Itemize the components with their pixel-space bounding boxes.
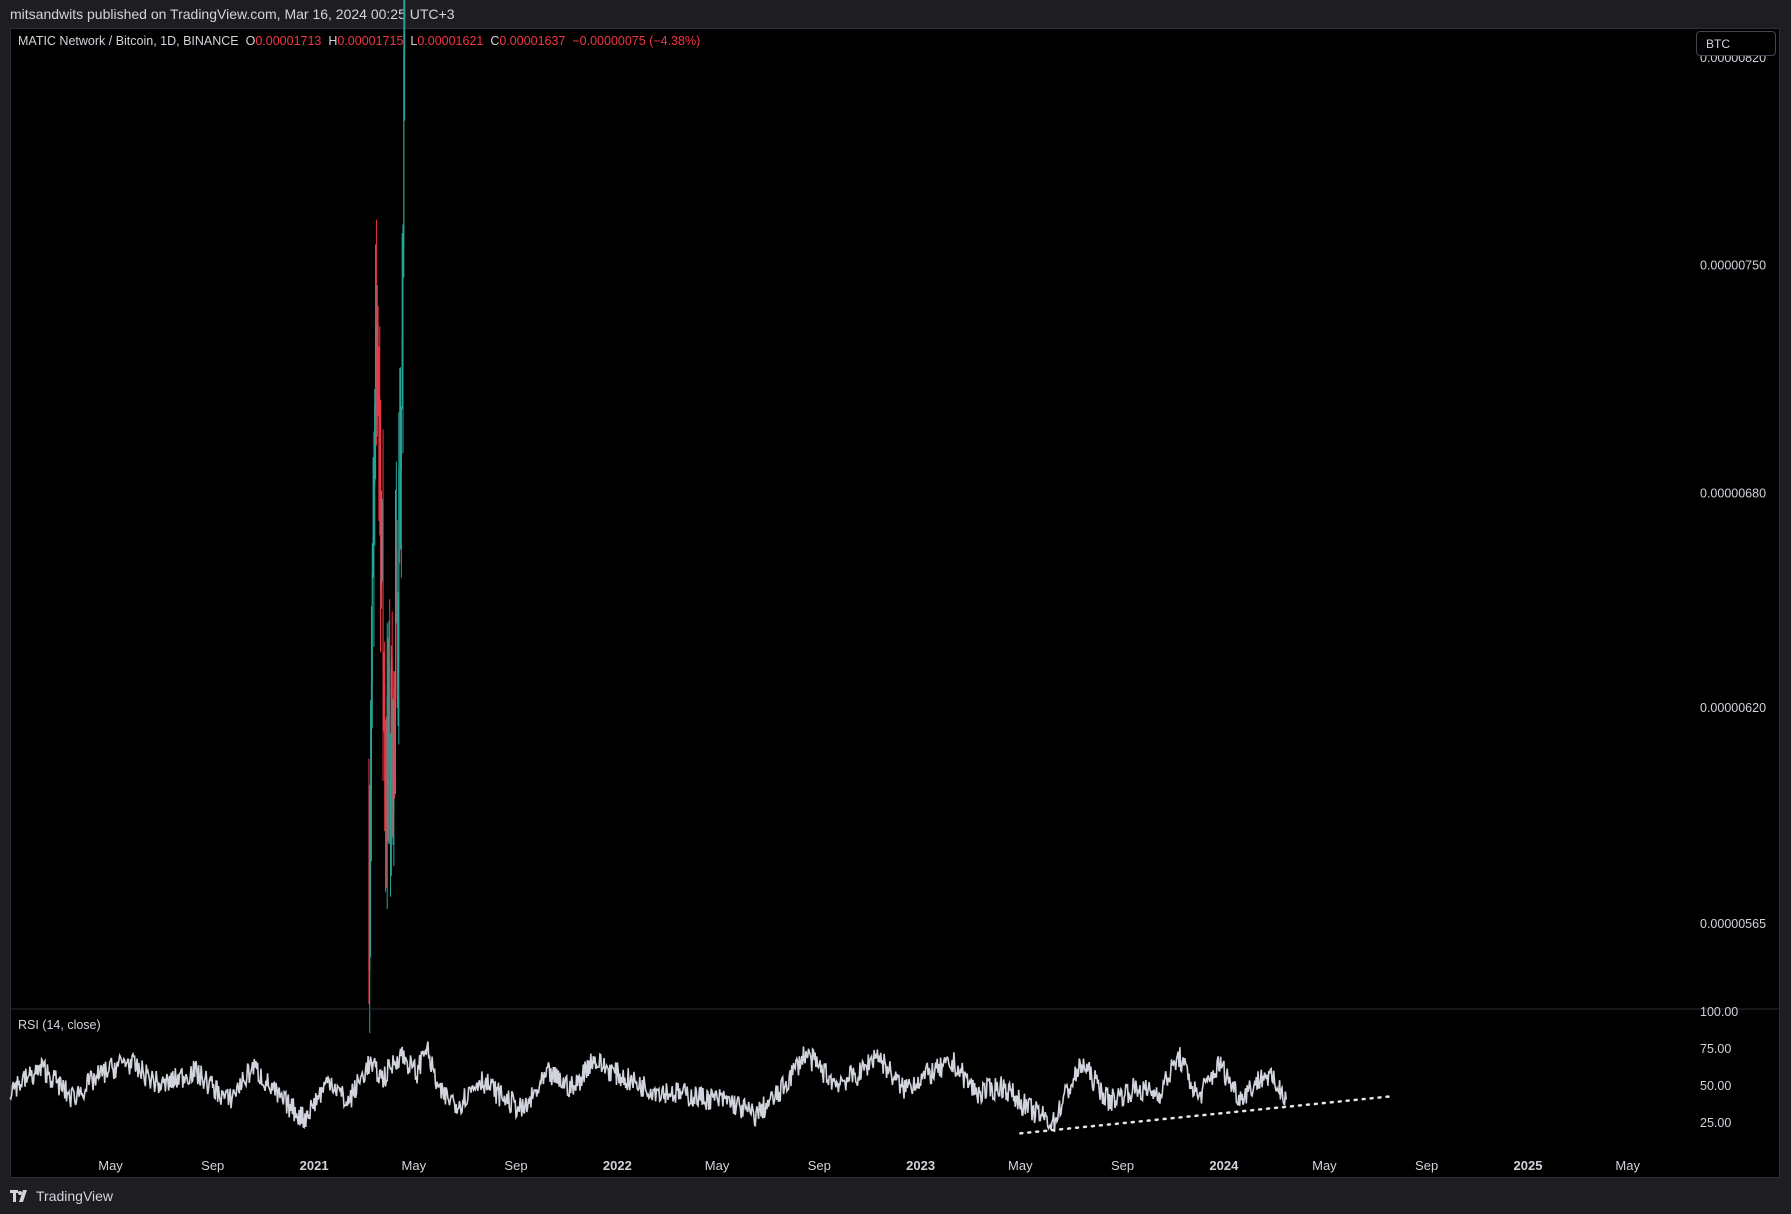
candle[interactable] [386,623,388,909]
time-tick-label: May [705,1158,730,1173]
time-tick-label: 2024 [1209,1158,1239,1173]
candle[interactable] [375,244,377,480]
candle[interactable] [388,620,390,845]
time-tick-label: 2025 [1514,1158,1543,1173]
candle[interactable] [370,606,372,862]
tradingview-brand[interactable]: TradingView [36,1188,114,1204]
candle[interactable] [382,429,384,782]
tradingview-logo-icon[interactable] [10,1190,30,1202]
high-label: H [328,34,338,48]
candle[interactable] [402,224,404,454]
price-tick-label: 0.00000565 [1700,917,1766,931]
time-tick-label: May [1008,1158,1033,1173]
candle[interactable] [374,389,376,546]
candle[interactable] [376,285,378,437]
candle[interactable] [395,489,397,795]
footer: TradingView [0,1178,1791,1214]
symbol-title[interactable]: MATIC Network / Bitcoin, 1D, BINANCE [18,34,239,48]
candle[interactable] [368,758,370,1005]
candle[interactable] [397,592,399,727]
time-tick-label: May [1615,1158,1640,1173]
candle[interactable] [400,406,402,578]
candle[interactable] [393,670,395,866]
candle[interactable] [389,599,391,844]
candle[interactable] [385,716,387,888]
candle[interactable] [379,326,381,536]
currency-button[interactable]: BTC [1696,31,1776,56]
candle[interactable] [385,720,387,893]
time-tick-label: 2023 [906,1158,935,1173]
rsi-tick-label: 75.00 [1700,1042,1731,1056]
chart-frame[interactable] [10,28,1780,1178]
candle[interactable] [390,645,392,876]
candle[interactable] [387,637,389,842]
rsi-title[interactable]: RSI (14, close) [18,1018,101,1032]
time-tick-label: Sep [808,1158,831,1173]
rsi-trendline[interactable] [1019,1095,1393,1135]
candle[interactable] [369,784,371,1034]
high-value: 0.00001715 [337,34,404,48]
candle[interactable] [377,306,379,416]
rsi-tick-label: 50.00 [1700,1079,1731,1093]
rsi-line[interactable] [9,1041,1287,1133]
candle[interactable] [394,671,396,799]
price-tick-label: 0.00000620 [1700,701,1766,715]
time-tick-label: Sep [201,1158,224,1173]
time-tick-label: Sep [504,1158,527,1173]
candle[interactable] [399,368,401,564]
candle[interactable] [403,0,405,278]
candle[interactable] [371,543,373,729]
candle[interactable] [404,0,406,121]
price-tick-label: 0.00000680 [1700,486,1766,500]
low-label: L [410,34,418,48]
open-value: 0.00001713 [255,34,322,48]
candle[interactable] [398,412,400,745]
close-value: 0.00001637 [499,34,566,48]
time-tick-label: May [98,1158,123,1173]
candle[interactable] [396,519,398,708]
candle[interactable] [381,499,383,582]
time-tick-label: 2021 [300,1158,329,1173]
candle[interactable] [395,461,397,624]
rsi-tick-label: 100.00 [1700,1005,1738,1019]
time-tick-label: 2022 [603,1158,632,1173]
rsi-tick-label: 25.00 [1700,1116,1731,1130]
time-tick-label: Sep [1415,1158,1438,1173]
price-tick-label: 0.00000750 [1700,259,1766,273]
candle[interactable] [401,233,403,410]
candle[interactable] [383,651,385,732]
change-value: −0.00000075 (−4.38%) [572,34,701,48]
published-header: mitsandwits published on TradingView.com… [0,0,1791,28]
candle[interactable] [384,641,386,832]
candle[interactable] [378,346,380,521]
low-value: 0.00001621 [417,34,484,48]
candle[interactable] [370,700,372,958]
time-tick-label: May [402,1158,427,1173]
candle[interactable] [390,733,392,897]
candle[interactable] [372,457,374,578]
ohlc-legend: MATIC Network / Bitcoin, 1D, BINANCE O0.… [18,34,700,48]
close-label: C [490,34,500,48]
candle[interactable] [380,490,382,609]
candle[interactable] [392,699,394,845]
time-tick-label: Sep [1111,1158,1134,1173]
candle[interactable] [391,611,393,838]
candle[interactable] [375,219,377,446]
time-tick-label: May [1312,1158,1337,1173]
candle[interactable] [373,431,375,647]
open-label: O [245,34,256,48]
candle[interactable] [400,367,402,550]
candle[interactable] [380,399,382,653]
